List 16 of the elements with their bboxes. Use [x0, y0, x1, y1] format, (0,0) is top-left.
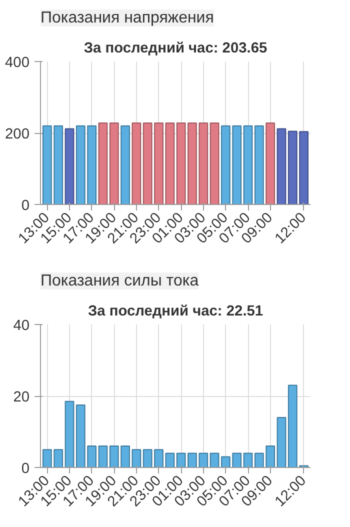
bar [210, 452, 220, 468]
bar [132, 449, 142, 468]
chart-title: Показания силы тока [40, 272, 199, 290]
y-tick-label: 0 [21, 198, 30, 214]
bar [276, 416, 286, 468]
y-tick-label: 40 [13, 318, 30, 334]
y-tick-label: 20 [13, 390, 30, 406]
y-tick-label: 0 [21, 461, 30, 477]
chart-title: Показания напряжения [40, 10, 214, 26]
y-tick-label: 200 [5, 126, 30, 142]
bar [64, 400, 74, 468]
chart-subtitle: За последний час: 22.51 [88, 304, 264, 320]
bar [98, 446, 108, 468]
chart-subtitle: За последний час: 203.65 [84, 40, 268, 56]
bar [243, 452, 253, 468]
y-tick-label: 400 [5, 55, 30, 71]
